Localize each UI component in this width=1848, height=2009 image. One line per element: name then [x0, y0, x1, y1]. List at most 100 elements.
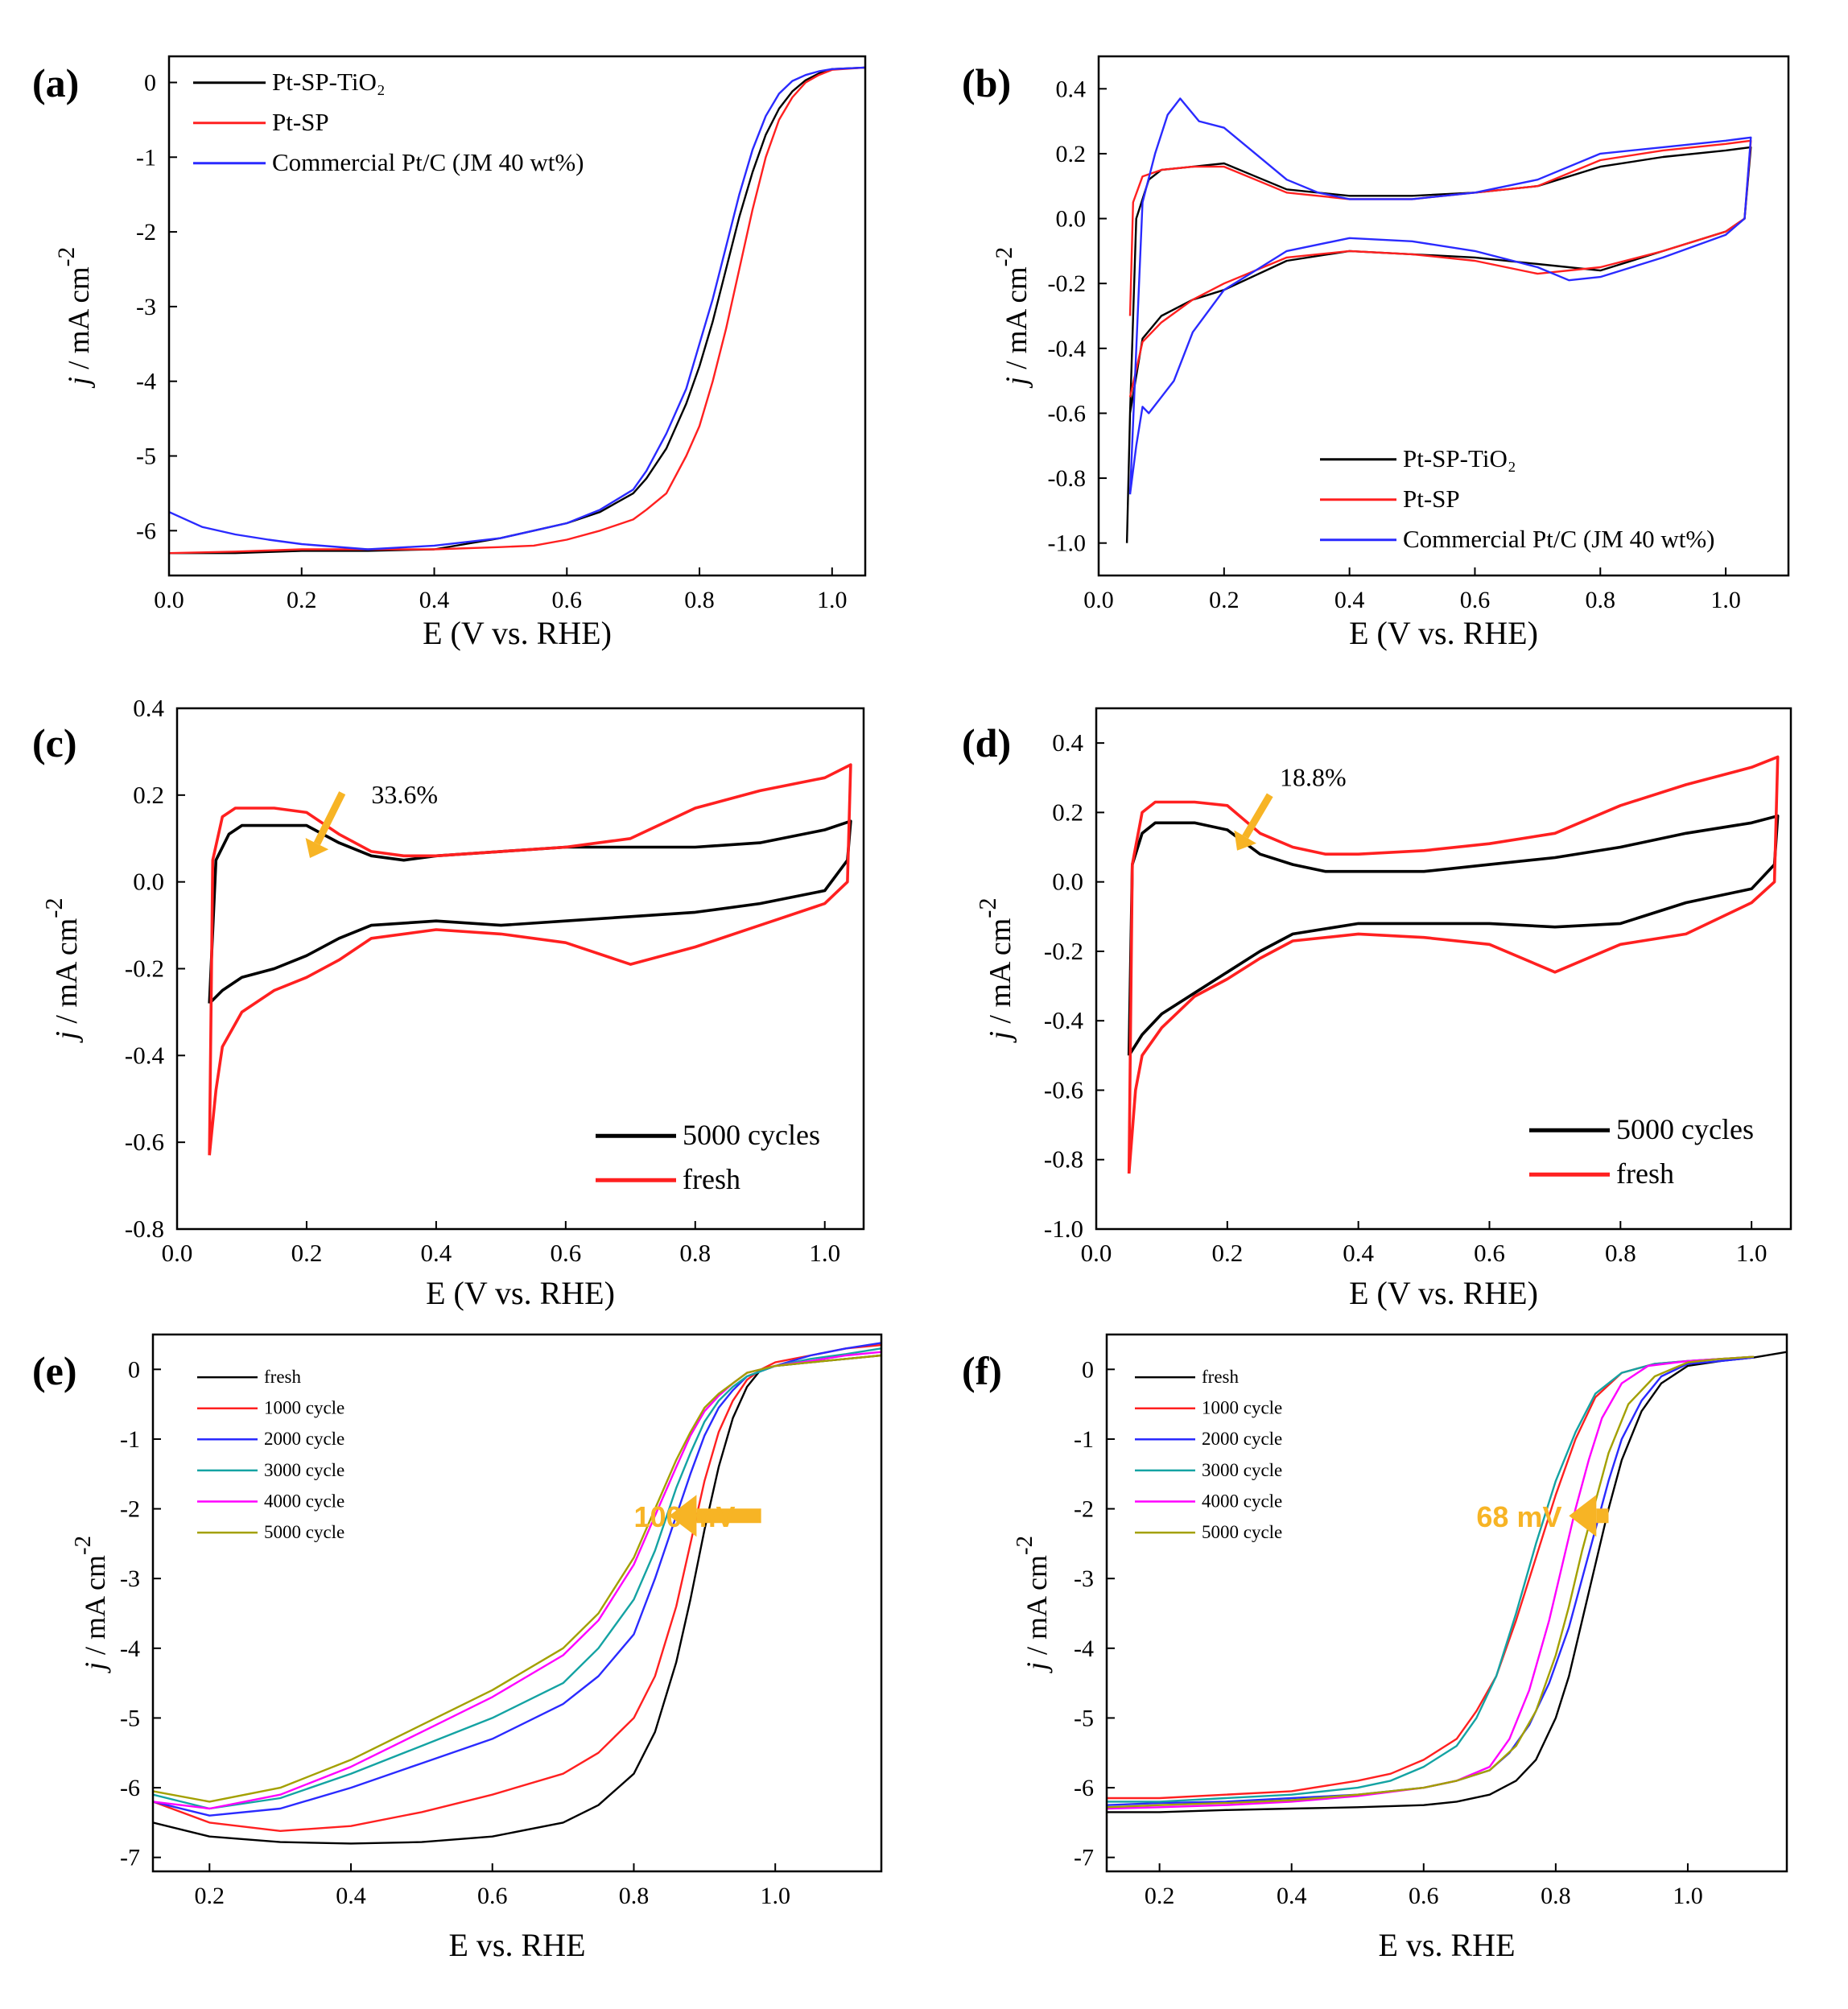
legend-entry: 4000 cycle	[1202, 1491, 1282, 1511]
legend-entry: fresh	[264, 1367, 301, 1387]
x-axis-label: E (V vs. RHE)	[1349, 1275, 1538, 1311]
arrow-head	[669, 1495, 697, 1537]
legend: Pt-SP-TiO₂ Pt-SP Commercial Pt/C (JM 40 wt…	[193, 68, 584, 176]
plot-frame	[1095, 707, 1792, 1231]
arrow-head	[1569, 1495, 1597, 1537]
series-line-5000-cycle	[153, 1354, 881, 1803]
y-tick-label: 0.0	[133, 868, 164, 896]
y-tick-label: -1.0	[1048, 530, 1087, 557]
legend-entry: 3000 cycle	[1202, 1460, 1282, 1480]
y-axis-label-unit: / mA cm	[63, 266, 96, 377]
y-axis-label: j / mA cm-2	[974, 897, 1017, 1043]
legend: 5000 cycles fresh	[1529, 1113, 1754, 1190]
panel-label: (e)	[32, 1348, 77, 1393]
x-tick-label: 0.4	[1343, 1239, 1374, 1267]
series-line-pt-sp-tio-	[169, 66, 865, 555]
legend: fresh 1000 cycle 2000 cycle 3000 cycle 4000 …	[1135, 1367, 1282, 1542]
y-tick-label: -3	[1074, 1566, 1094, 1592]
y-axis-label-exponent: -2	[40, 897, 68, 918]
legend-entry: fresh	[1202, 1367, 1239, 1387]
series-line-5000-cycles	[1127, 814, 1780, 1057]
series-line-pt-sp-tio-	[1125, 146, 1752, 543]
x-tick-label: 0.4	[421, 1239, 452, 1267]
y-tick-label: -7	[1074, 1845, 1094, 1871]
x-tick-label: 0.2	[1211, 1239, 1243, 1267]
y-axis-label-exponent: -2	[974, 897, 1001, 918]
x-tick-label: 0.6	[1474, 1239, 1505, 1267]
y-tick-label: 0	[128, 1356, 140, 1383]
y-axis-label-exponent: -2	[992, 247, 1017, 267]
y-tick-label: -0.2	[1044, 937, 1083, 965]
series-line-4000-cycle	[153, 1351, 881, 1810]
x-tick-label: 1.0	[1710, 587, 1741, 613]
plot-area	[208, 763, 852, 1156]
y-axis-label-symbol: j	[79, 1662, 111, 1673]
y-axis-label: j / mA cm-2	[992, 247, 1033, 389]
plot-frame	[1105, 1333, 1788, 1873]
x-tick-label: 0.0	[154, 587, 184, 613]
panel-b: (b) 0.0 0.2 0.4 0.6 0.8 1.0 0.4 0.2 0.0 -0.2 -0.4 -0…	[962, 55, 1790, 651]
series-line-2000-cycle	[1107, 1356, 1755, 1806]
y-tick-label: -3	[120, 1566, 140, 1592]
panel-e: (e) 0.2 0.4 0.6 0.8 1.0 0 -1 -2 -3 -4 -5 -6 -7 E vs. R…	[32, 1333, 883, 1963]
legend-entry: 1000 cycle	[1202, 1398, 1282, 1418]
y-tick-label: -2	[120, 1496, 140, 1523]
x-tick-label: 0.2	[1209, 587, 1240, 613]
plot-frame	[151, 1333, 883, 1873]
series-line-fresh	[153, 1354, 881, 1845]
y-tick-label: 0	[144, 69, 156, 96]
y-axis-label-unit: / mA cm	[1000, 266, 1033, 377]
arrow-shaft	[313, 791, 346, 846]
series-line-1000-cycle	[153, 1343, 881, 1832]
y-tick-label: -5	[136, 443, 156, 470]
y-tick-label: -0.6	[1044, 1075, 1083, 1104]
panel-f: (f) 0.2 0.4 0.6 0.8 1.0 0 -1 -2 -3 -4 -5 -6 -7 E vs. R…	[962, 1333, 1788, 1963]
x-tick-label: 0.6	[552, 587, 583, 613]
x-tick-label: 0.8	[1605, 1239, 1636, 1267]
panel-label: (d)	[962, 720, 1011, 765]
x-tick-label: 0.2	[291, 1239, 323, 1267]
plot-area	[1107, 1351, 1787, 1813]
y-tick-label: -4	[120, 1636, 140, 1662]
y-tick-label: -4	[1074, 1636, 1094, 1662]
series-line-5000-cycles	[208, 819, 852, 1004]
x-tick-label: 0.6	[477, 1883, 508, 1909]
arrow-head	[1234, 830, 1256, 851]
legend: fresh 1000 cycle 2000 cycle 3000 cycle 4000 …	[197, 1367, 344, 1542]
series-line-commercial-pt-c-jm-40-wt-	[169, 66, 865, 551]
y-tick-label: -6	[120, 1775, 140, 1801]
y-axis-label-unit: / mA cm	[984, 918, 1017, 1031]
panel-c: (c) 0.0 0.2 0.4 0.6 0.8 1.0 0.4 0.2 0.0 -0.2 -0.4 -0…	[32, 694, 865, 1311]
x-axis-label: E vs. RHE	[449, 1927, 586, 1963]
legend: Pt-SP-TiO₂ Pt-SP Commercial Pt/C (JM 40 wt…	[1320, 444, 1714, 553]
y-axis-label-symbol: j	[1000, 377, 1033, 388]
y-tick-label: -3	[136, 294, 156, 320]
x-tick-label: 0.6	[1409, 1883, 1439, 1909]
y-axis-label-unit: / mA cm	[50, 918, 84, 1031]
legend-entry: Commercial Pt/C (JM 40 wt%)	[1403, 525, 1714, 553]
x-tick-label: 0.4	[1277, 1883, 1307, 1909]
x-tick-label: 1.0	[817, 587, 848, 613]
y-tick-label: -0.4	[125, 1041, 165, 1069]
annotation-text: 33.6%	[371, 780, 438, 809]
y-tick-label: -2	[1074, 1496, 1094, 1523]
series-line-pt-sp	[169, 66, 865, 555]
legend-entry: 2000 cycle	[1202, 1429, 1282, 1449]
series-line-1000-cycle	[1107, 1355, 1755, 1800]
x-tick-label: 0.2	[1145, 1883, 1175, 1909]
plot-area	[169, 66, 865, 555]
series-line-5000-cycle	[1107, 1355, 1755, 1809]
legend-entry: Commercial Pt/C (JM 40 wt%)	[272, 148, 584, 176]
y-axis-label-symbol: j	[984, 1031, 1017, 1044]
y-tick-label: 0.2	[1056, 141, 1087, 167]
x-tick-label: 0.2	[287, 587, 317, 613]
x-axis-label: E (V vs. RHE)	[426, 1275, 615, 1311]
annotation-text: 68 mV	[1476, 1500, 1561, 1533]
y-axis-label-exponent: -2	[1012, 1536, 1037, 1555]
x-tick-label: 1.0	[760, 1883, 790, 1909]
legend-entry: 5000 cycles	[1616, 1113, 1754, 1145]
x-axis-label: E vs. RHE	[1379, 1927, 1516, 1963]
y-tick-label: -5	[1074, 1705, 1094, 1731]
y-axis-label-unit: / mA cm	[79, 1555, 111, 1662]
legend-entry: Pt-SP-TiO₂	[1403, 444, 1516, 472]
